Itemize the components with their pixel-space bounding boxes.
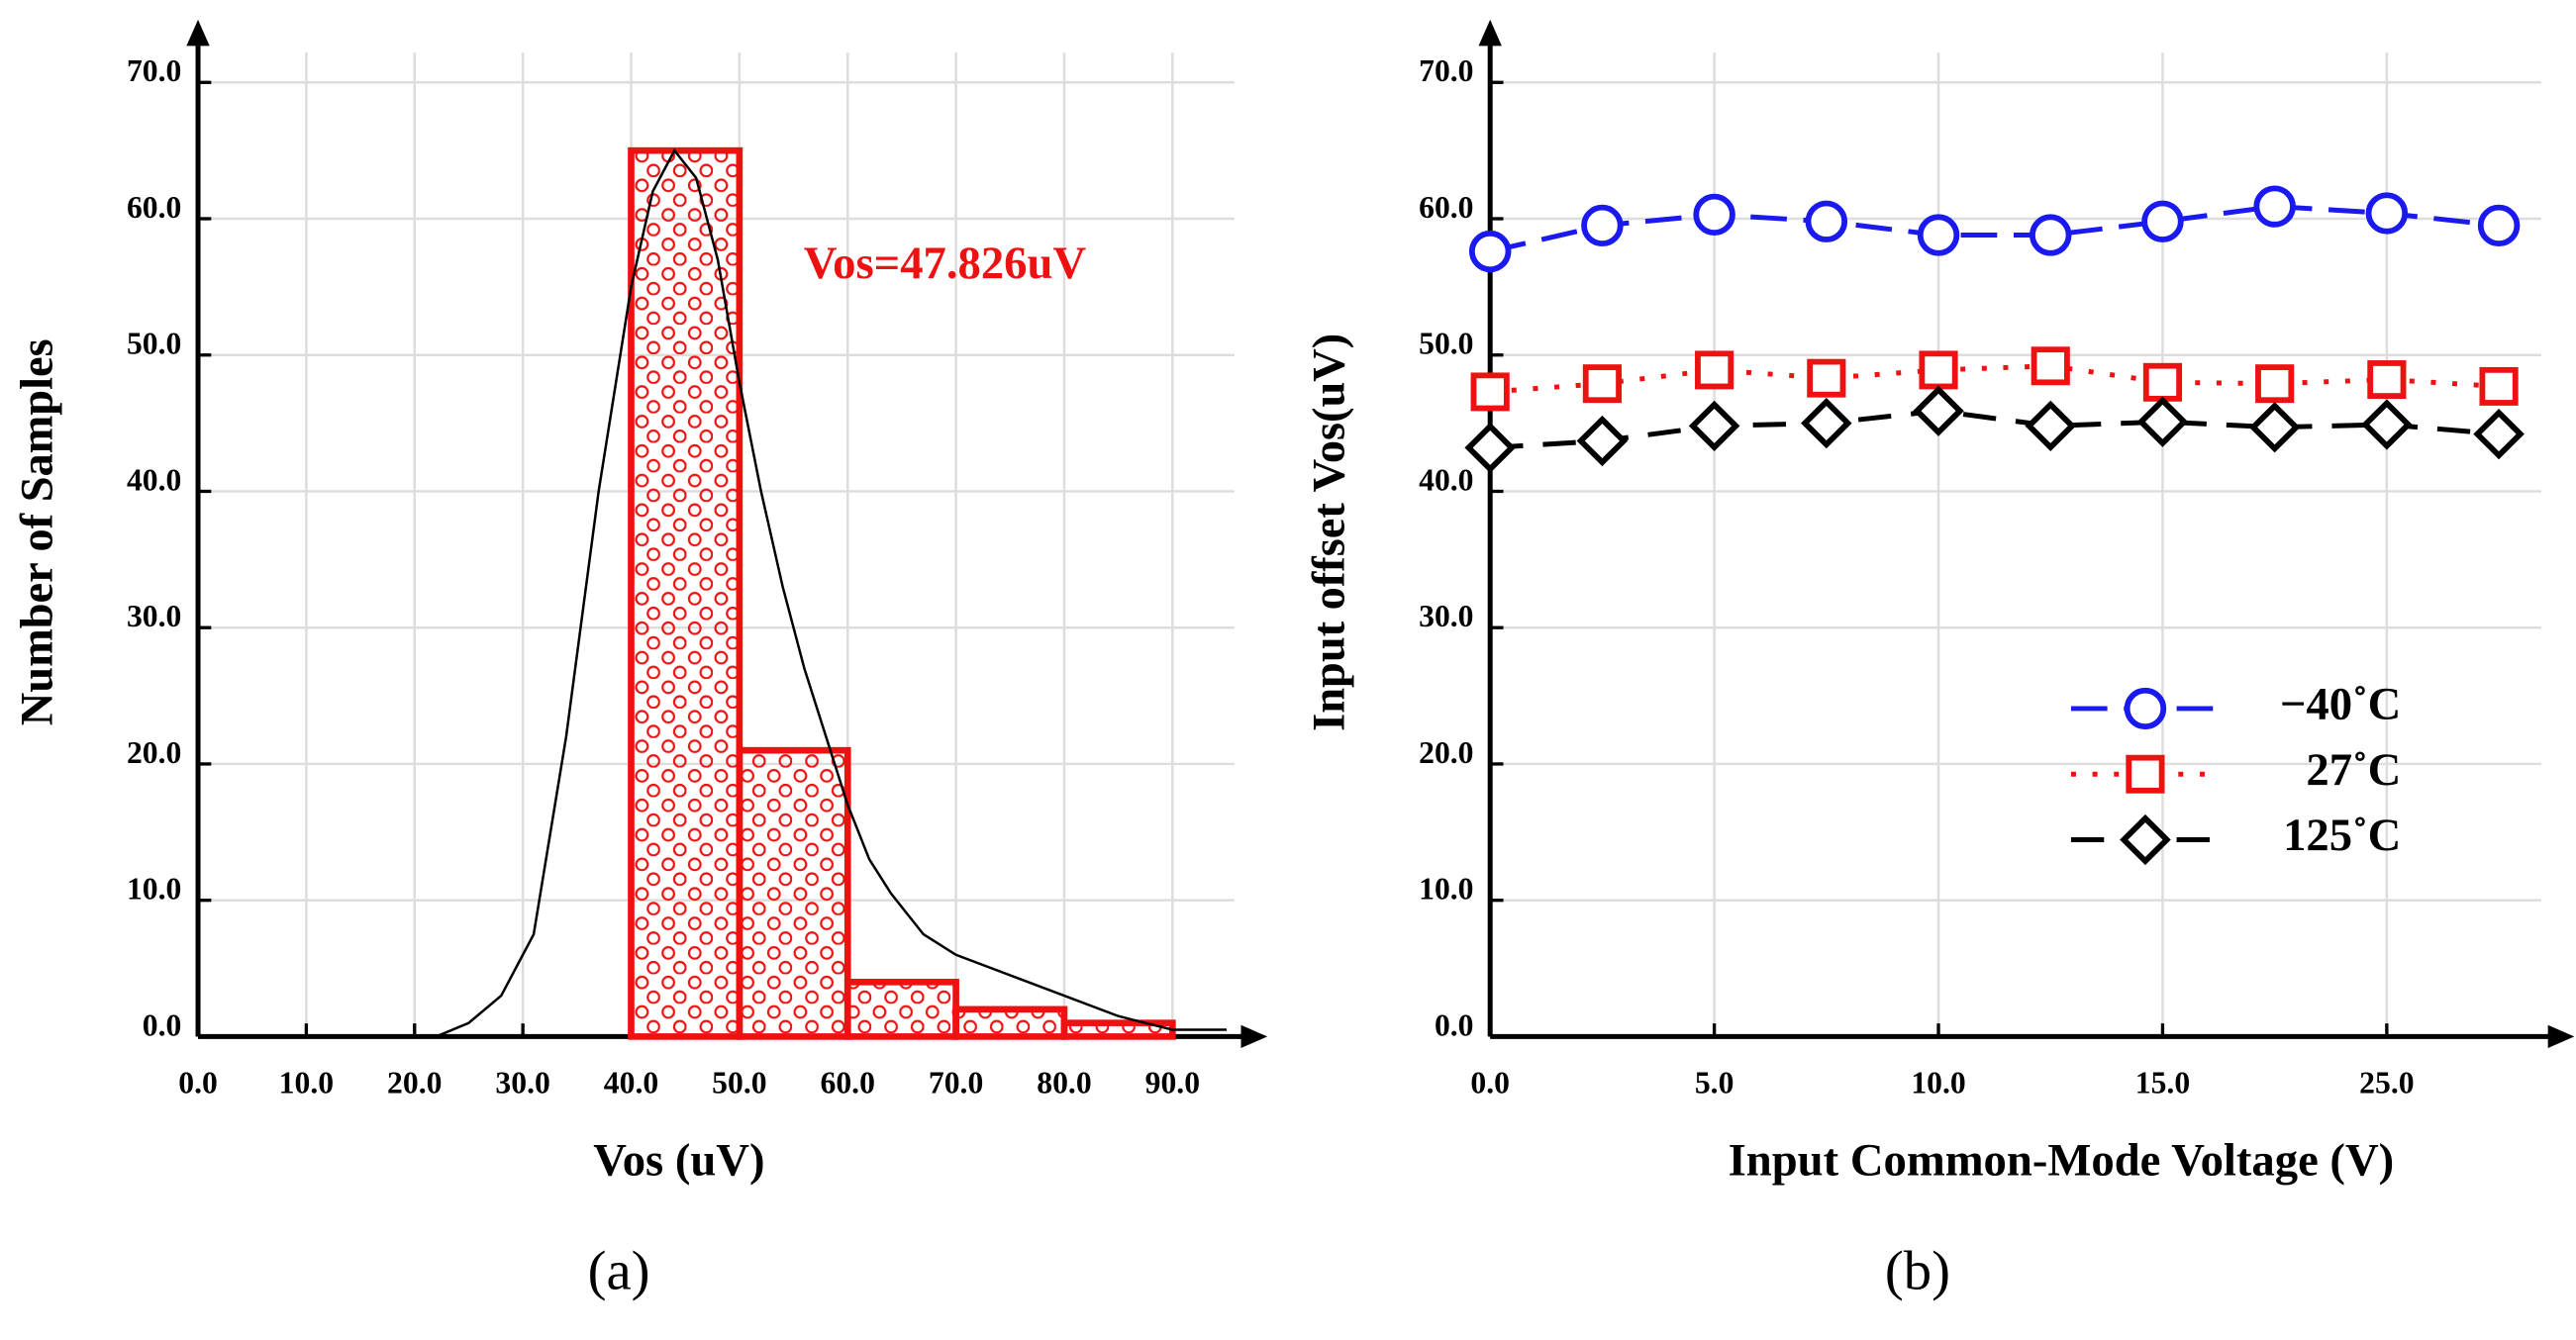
bar xyxy=(736,746,851,1040)
bar xyxy=(952,1005,1068,1040)
marker xyxy=(1582,364,1622,404)
x-tick-label: 5.0 xyxy=(1695,1065,1734,1100)
marker xyxy=(1805,200,1848,242)
x-tick-label: 10.0 xyxy=(1911,1065,1965,1100)
x-tick-label: 25.0 xyxy=(2359,1065,2414,1100)
marker xyxy=(1468,230,1512,273)
density-curve xyxy=(198,147,1228,1038)
x-arrow xyxy=(2547,1024,2575,1049)
x-tick-label: 0.0 xyxy=(1470,1065,1510,1100)
marker xyxy=(2136,396,2189,447)
marker xyxy=(2365,192,2409,235)
marker xyxy=(2141,200,2184,242)
legend-label: −40˚C xyxy=(2280,680,2401,730)
marker xyxy=(1464,422,1516,474)
y-tick-label: 40.0 xyxy=(1419,462,1473,497)
marker xyxy=(1913,385,1964,436)
y-tick-label: 50.0 xyxy=(127,327,181,361)
marker xyxy=(2142,362,2183,402)
series-line xyxy=(1490,408,2500,450)
y-tick-label: 60.0 xyxy=(127,190,181,225)
y-tick-label: 20.0 xyxy=(127,735,181,770)
y-tick-label: 40.0 xyxy=(127,462,181,497)
marker xyxy=(2031,346,2070,386)
x-tick-label: 50.0 xyxy=(712,1065,766,1100)
panel-label: (a) xyxy=(588,1240,650,1301)
marker xyxy=(1581,204,1624,247)
marker xyxy=(2361,399,2413,450)
marker xyxy=(1917,214,1960,256)
marker xyxy=(1693,193,1735,236)
x-tick-label: 0.0 xyxy=(178,1065,218,1100)
y-tick-label: 0.0 xyxy=(143,1007,182,1042)
marker xyxy=(2025,400,2077,452)
legend-label: 27˚C xyxy=(2306,745,2401,796)
x-arrow xyxy=(1240,1024,1268,1049)
y-arrow xyxy=(1478,19,1502,47)
marker xyxy=(1576,415,1629,467)
x-tick-label: 30.0 xyxy=(495,1065,549,1100)
x-tick-label: 40.0 xyxy=(604,1065,658,1100)
x-tick-label: 20.0 xyxy=(387,1065,442,1100)
marker xyxy=(1695,350,1734,390)
marker xyxy=(1470,372,1510,412)
y-axis-label: Input offset Vos(uV) xyxy=(1304,334,1354,731)
marker xyxy=(2479,366,2519,406)
x-tick-label: 70.0 xyxy=(929,1065,983,1100)
marker xyxy=(2255,364,2295,404)
y-tick-label: 30.0 xyxy=(1419,599,1473,633)
y-tick-label: 20.0 xyxy=(1419,735,1473,770)
marker xyxy=(2248,402,2301,453)
marker xyxy=(1919,350,1958,390)
y-axis-label: Number of Samples xyxy=(12,338,62,725)
legend-label: 125˚C xyxy=(2283,811,2401,861)
y-arrow xyxy=(186,19,210,47)
series-line xyxy=(1489,204,2500,254)
legend-marker xyxy=(2124,687,2167,730)
y-tick-label: 0.0 xyxy=(1435,1007,1474,1042)
x-axis-label: Vos (uV) xyxy=(593,1135,764,1186)
x-tick-label: 10.0 xyxy=(279,1065,334,1100)
marker xyxy=(2477,204,2521,247)
y-tick-label: 70.0 xyxy=(1419,53,1473,88)
bar xyxy=(628,146,743,1040)
x-tick-label: 80.0 xyxy=(1037,1065,1091,1100)
x-tick-label: 90.0 xyxy=(1145,1065,1200,1100)
x-tick-label: 15.0 xyxy=(2135,1065,2190,1100)
y-tick-label: 60.0 xyxy=(1419,190,1473,225)
y-tick-label: 70.0 xyxy=(127,53,181,88)
marker xyxy=(1688,400,1740,452)
x-axis-label: Input Common-Mode Voltage (V) xyxy=(1729,1135,2395,1186)
y-tick-label: 10.0 xyxy=(1419,872,1473,907)
marker xyxy=(1807,358,1846,398)
marker xyxy=(2253,185,2296,228)
bar xyxy=(843,978,959,1040)
legend-marker xyxy=(2120,814,2171,866)
legend-marker xyxy=(2126,754,2165,794)
marker xyxy=(2367,360,2407,399)
marker xyxy=(1801,397,1852,449)
y-tick-label: 30.0 xyxy=(127,599,181,633)
y-tick-label: 50.0 xyxy=(1419,327,1473,361)
marker xyxy=(2029,214,2072,256)
annotation: Vos=47.826uV xyxy=(804,239,1087,289)
panel-label: (b) xyxy=(1885,1240,1950,1301)
marker xyxy=(2473,408,2525,460)
x-tick-label: 60.0 xyxy=(821,1065,875,1100)
y-tick-label: 10.0 xyxy=(127,872,181,907)
series-line xyxy=(1490,363,2500,395)
